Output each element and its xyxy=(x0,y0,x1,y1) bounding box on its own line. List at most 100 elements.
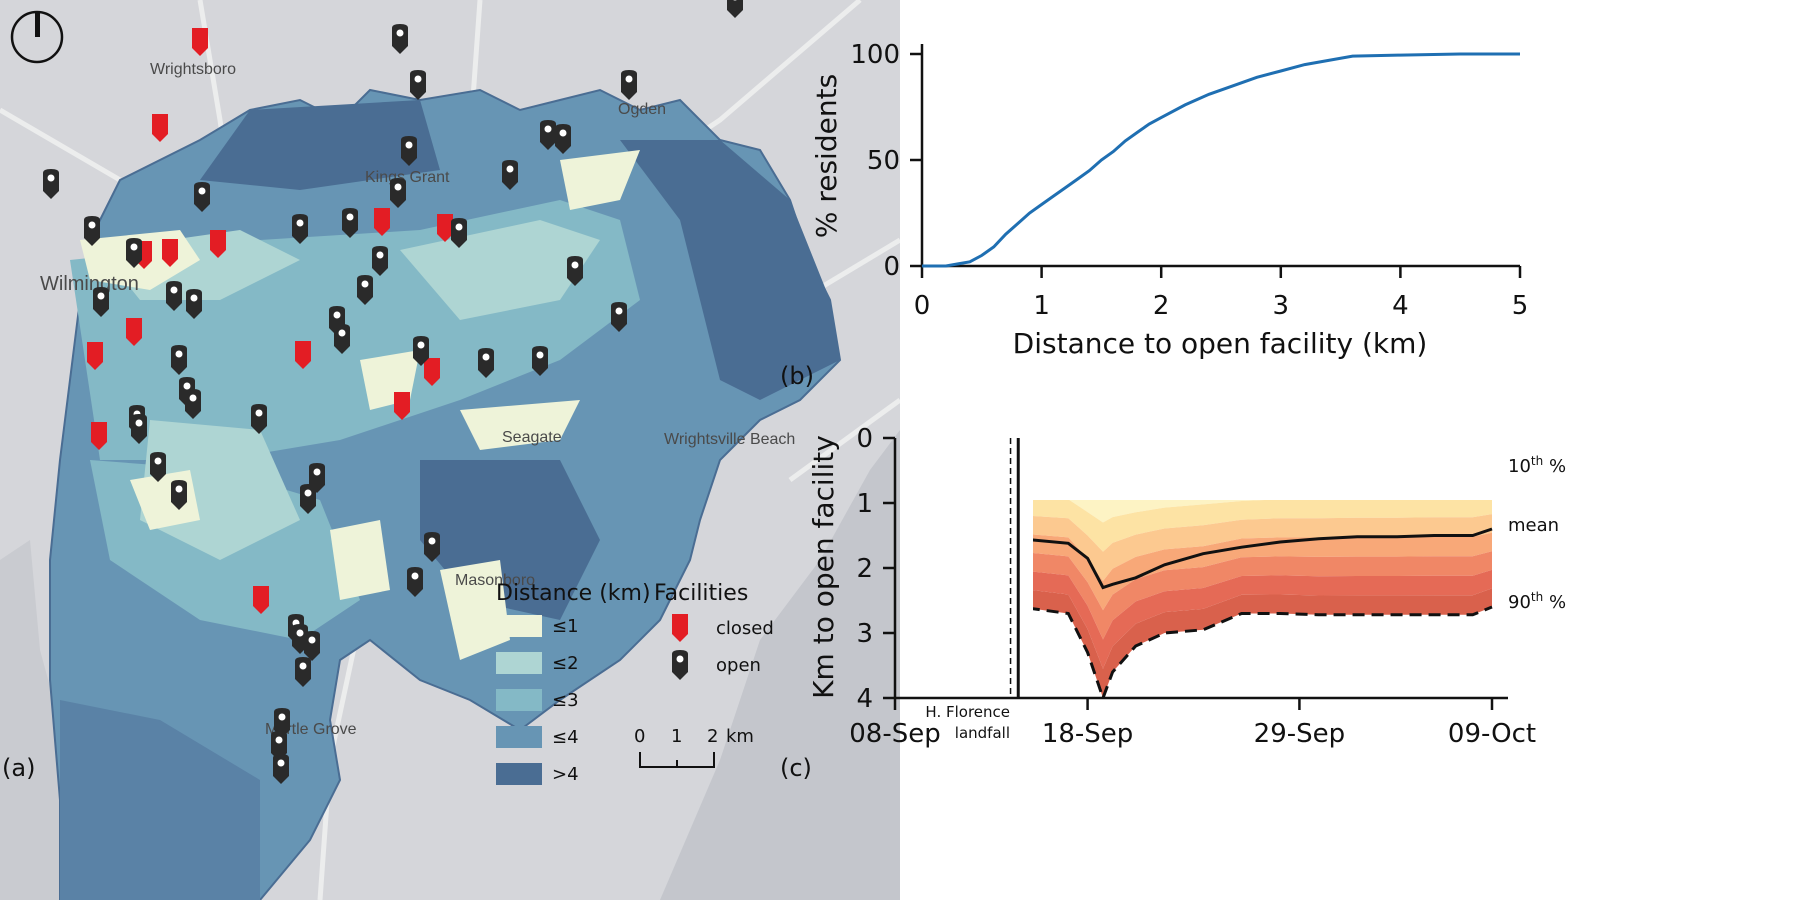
open-facility-marker xyxy=(401,136,417,166)
open-facility-marker xyxy=(186,289,202,319)
closed-facility-marker xyxy=(437,214,453,242)
percentile-band-1 xyxy=(1033,500,1492,552)
cdf-x-axis-label: Distance to open facility (km) xyxy=(1013,327,1428,360)
open-facility-marker xyxy=(567,256,583,286)
cdf-x-tick-label: 2 xyxy=(1153,291,1170,321)
place-label-seagate: Seagate xyxy=(502,429,562,446)
open-facility-marker xyxy=(727,0,743,18)
open-facility-marker xyxy=(407,567,423,597)
legend-open-icon xyxy=(672,650,688,680)
legend-distance-title: Distance (km) xyxy=(496,581,651,606)
distance-over-time-chart: 0 1 2 3 4 08-Sep 18-Sep 29-Sep 09-Oct Km to open… xyxy=(807,424,1566,749)
map-legend: Distance (km) ≤1 ≤2 ≤3 ≤4 >4 Facilities clos… xyxy=(496,581,774,785)
zone-le1-s xyxy=(330,520,390,600)
open-facility-marker xyxy=(292,214,308,244)
open-facility-marker xyxy=(166,281,182,311)
open-facility-marker xyxy=(342,208,358,238)
scale-tick-2: 2 xyxy=(707,726,718,747)
percentile-band-6 xyxy=(1033,588,1492,698)
place-label-wrightsboro: Wrightsboro xyxy=(150,61,236,78)
closed-facility-marker xyxy=(91,422,107,450)
open-facility-marker xyxy=(300,484,316,514)
scale-tick-1: 1 xyxy=(671,726,682,747)
open-facility-marker xyxy=(611,302,627,332)
legend-open-label: open xyxy=(716,655,761,676)
place-label-wrightsville-beach: Wrightsville Beach xyxy=(664,431,795,448)
cdf-line xyxy=(922,52,1520,268)
place-label-kings-grant: Kings Grant xyxy=(365,169,450,186)
closed-facility-marker xyxy=(424,358,440,386)
zone-le1-seagate xyxy=(460,400,580,450)
legend-class-label-4: >4 xyxy=(552,764,579,785)
zone-gt4-east xyxy=(620,140,840,400)
right-label-p90-value: 90 xyxy=(1508,592,1531,613)
open-facility-marker xyxy=(357,275,373,305)
open-facility-marker xyxy=(171,480,187,510)
legend-swatch-2 xyxy=(496,689,542,711)
open-facility-marker xyxy=(251,404,267,434)
panel-label-b: (b) xyxy=(780,362,814,390)
zone-le2-center xyxy=(400,220,600,320)
time-x-tick-label: 18-Sep xyxy=(1042,719,1133,749)
scale-bar: 0 1 2 km xyxy=(634,726,754,768)
open-facility-marker xyxy=(150,452,166,482)
open-facility-marker xyxy=(502,160,518,190)
scale-unit: km xyxy=(726,726,754,747)
open-facility-marker xyxy=(131,414,147,444)
open-facility-marker xyxy=(304,631,320,661)
open-facility-marker xyxy=(84,216,100,246)
legend-swatch-1 xyxy=(496,652,542,674)
time-y-tick-label: 3 xyxy=(856,619,873,649)
legend-class-label-2: ≤3 xyxy=(552,690,579,711)
legend-class-label-1: ≤2 xyxy=(552,653,579,674)
legend-swatch-4 xyxy=(496,763,542,785)
open-facility-marker xyxy=(274,708,290,738)
closed-facility-marker xyxy=(152,114,168,142)
open-facility-marker xyxy=(478,348,494,378)
river-area xyxy=(0,540,70,900)
legend-closed-label: closed xyxy=(716,618,774,639)
legend-class-label-3: ≤4 xyxy=(552,727,579,748)
time-y-tick-label: 1 xyxy=(856,489,873,519)
time-x-tick-label: 08-Sep xyxy=(849,719,940,749)
closed-facility-marker xyxy=(394,392,410,420)
place-label-ogden: Ogden xyxy=(618,101,666,118)
zone-le1-se xyxy=(440,560,510,660)
open-facility-marker xyxy=(540,120,556,150)
open-facility-marker xyxy=(410,70,426,100)
zone-le2-south xyxy=(140,420,300,560)
ocean-area xyxy=(660,430,900,900)
right-label-p10-unit: % xyxy=(1543,456,1566,477)
scale-tick-0: 0 xyxy=(634,726,645,747)
time-x-tick-label: 09-Oct xyxy=(1448,719,1536,749)
cdf-x-tick-label: 5 xyxy=(1512,291,1529,321)
legend-distance-classes: ≤1 ≤2 ≤3 ≤4 >4 xyxy=(496,615,579,785)
open-facility-marker xyxy=(555,124,571,154)
landfall-annotation-line2: landfall xyxy=(955,724,1010,742)
time-axes: 0 1 2 3 4 08-Sep 18-Sep 29-Sep 09-Oct xyxy=(849,424,1536,749)
percentile-band-4 xyxy=(1033,551,1492,640)
legend-class-label-0: ≤1 xyxy=(552,616,579,637)
open-facility-marker xyxy=(194,182,210,212)
right-label-mean: mean xyxy=(1508,515,1559,536)
open-facility-marker xyxy=(93,287,109,317)
open-facility-marker xyxy=(273,754,289,784)
open-facility-marker xyxy=(185,389,201,419)
closed-facility-marker xyxy=(210,230,226,258)
open-facility-marker xyxy=(413,336,429,366)
right-label-p90-sup: th xyxy=(1531,590,1543,604)
percentile-band-3 xyxy=(1033,532,1492,611)
open-facility-marker xyxy=(334,324,350,354)
map-panel: Wrightsboro Ogden Kings Grant Wilmington… xyxy=(0,0,900,900)
legend-swatch-3 xyxy=(496,726,542,748)
time-y-tick-label: 0 xyxy=(856,424,873,454)
cdf-x-tick-label: 3 xyxy=(1273,291,1290,321)
legend-closed-icon xyxy=(672,614,688,642)
percentile-bands xyxy=(1033,500,1492,698)
landfall-annotation: H. Florence landfall xyxy=(925,703,1010,742)
landfall-annotation-line1: H. Florence xyxy=(925,703,1010,721)
cdf-x-tick-label: 0 xyxy=(914,291,931,321)
mean-line xyxy=(1033,527,1493,590)
